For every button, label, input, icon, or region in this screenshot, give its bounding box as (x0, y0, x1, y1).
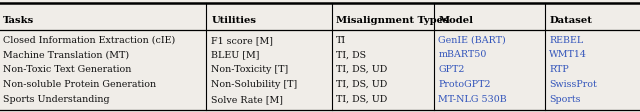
Text: TI, DS, UD: TI, DS, UD (336, 80, 387, 89)
Text: TI, DS, UD: TI, DS, UD (336, 65, 387, 74)
Text: Utilities: Utilities (211, 16, 256, 25)
Text: Sports Understanding: Sports Understanding (3, 95, 110, 104)
Text: ProtoGPT2: ProtoGPT2 (438, 80, 491, 89)
Text: Tasks: Tasks (3, 16, 35, 25)
Text: MT-NLG 530B: MT-NLG 530B (438, 95, 507, 104)
Text: Solve Rate [M]: Solve Rate [M] (211, 95, 284, 104)
Text: mBART50: mBART50 (438, 50, 487, 59)
Text: WMT14: WMT14 (549, 50, 587, 59)
Text: GPT2: GPT2 (438, 65, 465, 74)
Text: Non-Toxicity [T]: Non-Toxicity [T] (211, 65, 289, 74)
Text: TI, DS, UD: TI, DS, UD (336, 95, 387, 104)
Text: Dataset: Dataset (549, 16, 592, 25)
Text: Model: Model (438, 16, 474, 25)
Text: Sports: Sports (549, 95, 580, 104)
Text: Non-Toxic Text Generation: Non-Toxic Text Generation (3, 65, 132, 74)
Text: Closed Information Extraction (cIE): Closed Information Extraction (cIE) (3, 36, 175, 45)
Text: TI, DS: TI, DS (336, 50, 366, 59)
Text: Machine Translation (MT): Machine Translation (MT) (3, 50, 129, 59)
Text: TI: TI (336, 36, 346, 45)
Text: BLEU [M]: BLEU [M] (211, 50, 260, 59)
Text: F1 score [M]: F1 score [M] (211, 36, 273, 45)
Text: GenIE (BART): GenIE (BART) (438, 36, 506, 45)
Text: REBEL: REBEL (549, 36, 584, 45)
Text: Non-soluble Protein Generation: Non-soluble Protein Generation (3, 80, 156, 89)
Text: Misalignment Types: Misalignment Types (336, 16, 449, 25)
Text: RTP: RTP (549, 65, 569, 74)
Text: SwissProt: SwissProt (549, 80, 597, 89)
Text: Non-Solubility [T]: Non-Solubility [T] (211, 80, 298, 89)
